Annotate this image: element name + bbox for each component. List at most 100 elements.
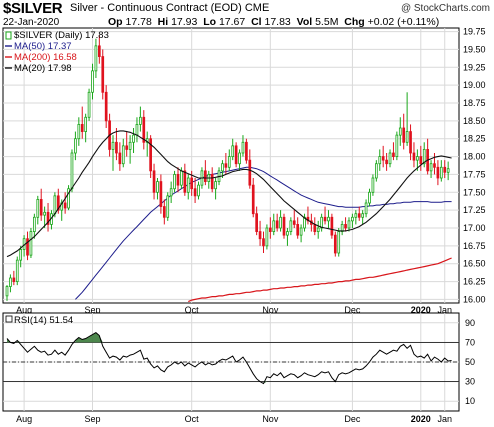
chg-value: +0.02 (+0.11%) — [367, 16, 440, 28]
symbol-title: $SILVER — [3, 0, 63, 17]
candle-body — [176, 174, 180, 186]
hi-label: Hi — [157, 16, 169, 28]
candle-body — [402, 127, 406, 143]
chart-header: $SILVER Silver - Continuous Contract (EO… — [0, 0, 494, 28]
price-y-tick-label: 16.75 — [463, 241, 486, 251]
candle-body — [162, 206, 166, 218]
candle-body — [214, 181, 217, 190]
price-y-tick-label: 18.75 — [463, 98, 486, 108]
candle-body — [299, 227, 303, 236]
candle-body — [392, 152, 395, 157]
candle-body — [268, 227, 272, 232]
price-legend-entry: $SILVER (Daily) 17.83 — [14, 30, 109, 41]
candle-body — [204, 170, 207, 182]
price-legend-entry: MA(50) 17.37 — [14, 41, 72, 52]
candle-body — [289, 220, 293, 232]
price-x-tick-label: Nov — [262, 305, 279, 315]
candle-body — [245, 141, 248, 161]
candle-body — [33, 216, 36, 232]
rsi-x-tick-label: 2020 — [411, 414, 431, 424]
op-label: Op — [108, 16, 123, 28]
price-y-tick-label: 17.00 — [463, 223, 486, 233]
rsi-x-tick-label: Dec — [344, 414, 361, 424]
candle-body — [395, 134, 399, 157]
quote-line: Op 17.78 Hi 17.93 Lo 17.67 Cl 17.83 Vol … — [108, 16, 439, 28]
rsi-y-tick-label: 10 — [465, 396, 475, 406]
description-text: Silver - Continuous Contract (EOD) — [70, 2, 242, 14]
candle-body — [337, 231, 341, 254]
candle-body — [323, 216, 327, 222]
price-x-tick-label: Aug — [16, 305, 32, 315]
candle-body — [275, 220, 279, 229]
candle-body — [53, 195, 57, 215]
candle-body — [43, 211, 46, 216]
cl-label: Cl — [251, 16, 262, 28]
candle-body — [101, 56, 105, 93]
candle-body — [433, 163, 436, 168]
candle-body — [351, 216, 354, 222]
candle-body — [15, 259, 19, 282]
candle-body — [419, 156, 423, 165]
candle-body — [330, 216, 334, 236]
candle-body — [436, 166, 440, 179]
price-legend-entry: MA(20) 17.98 — [14, 63, 72, 74]
candle-body — [36, 199, 40, 218]
candle-body — [422, 149, 426, 165]
candle-body — [262, 238, 265, 247]
lo-label: Lo — [203, 16, 217, 28]
candle-body — [375, 163, 378, 179]
candle-body — [320, 216, 323, 229]
candle-body — [429, 163, 433, 172]
candle-body — [398, 127, 402, 136]
candle-body — [234, 145, 238, 165]
price-y-tick-label: 19.50 — [463, 44, 486, 54]
candle-body — [327, 216, 330, 222]
candle-body — [111, 141, 115, 150]
price-x-tick-label: Sep — [84, 305, 100, 315]
candle-body — [439, 166, 443, 179]
candle-body — [258, 231, 262, 240]
candle-body — [313, 224, 317, 232]
candle-body — [159, 181, 163, 207]
candle-body — [409, 131, 412, 154]
candle-body — [255, 213, 258, 232]
candle-body — [5, 286, 9, 297]
candle-body — [354, 213, 358, 218]
quote-date: 22-Jan-2020 — [3, 17, 60, 28]
vol-label: Vol — [296, 16, 313, 28]
price-y-tick-label: 16.25 — [463, 277, 486, 287]
candle-body — [56, 195, 60, 211]
candle-body — [173, 174, 176, 190]
candle-body — [125, 145, 129, 150]
candle-body — [405, 131, 409, 143]
rsi-x-tick-label: Jan — [437, 414, 452, 424]
candle-body — [149, 138, 152, 172]
candle-body — [139, 116, 142, 125]
candle-body — [135, 124, 139, 136]
candle-body — [128, 141, 132, 150]
price-y-tick-label: 17.50 — [463, 187, 486, 197]
price-x-tick-label: Dec — [344, 305, 361, 315]
candle-body — [227, 156, 231, 168]
candle-body — [197, 184, 200, 197]
candle-body — [248, 159, 252, 186]
rsi-line — [6, 331, 452, 385]
candle-body — [63, 202, 67, 209]
rsi-y-tick-label: 70 — [465, 337, 475, 347]
candle-body — [87, 91, 91, 118]
candle-body — [333, 234, 337, 254]
price-y-tick-label: 19.75 — [463, 27, 486, 37]
candle-body — [156, 181, 159, 193]
candle-body — [118, 152, 122, 165]
op-value: 17.78 — [125, 16, 152, 28]
rsi-x-tick-label: Oct — [185, 414, 200, 424]
candle-body — [296, 224, 300, 236]
candle-body — [368, 191, 371, 204]
rsi-overbought-fill — [7, 332, 103, 343]
price-y-tick-label: 16.00 — [463, 294, 486, 304]
price-x-tick-label: 2020 — [411, 305, 431, 315]
chart-description: Silver - Continuous Contract (EOD) CME — [70, 2, 269, 14]
cl-value: 17.83 — [264, 16, 291, 28]
rsi-legend-entry: RSI(14) 51.54 — [14, 315, 73, 326]
candle-body — [12, 277, 16, 282]
